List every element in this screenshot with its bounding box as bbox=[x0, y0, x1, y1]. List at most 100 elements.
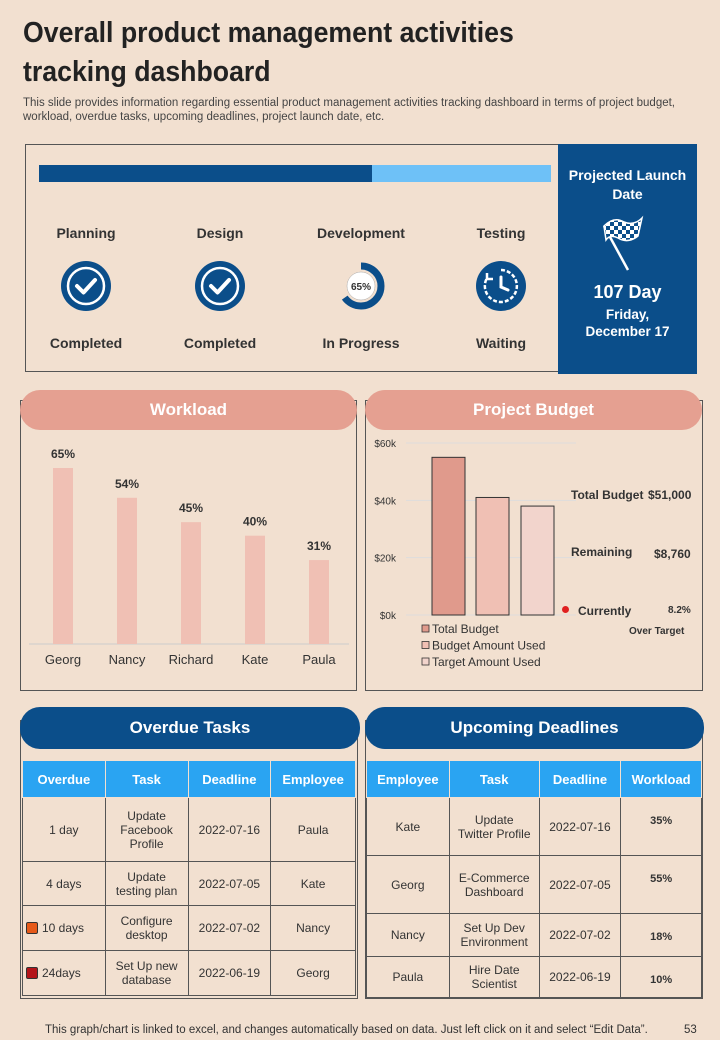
total-budget-label: Total Budget bbox=[571, 488, 644, 502]
budget-header: Project Budget bbox=[365, 390, 702, 430]
stage-name: Design bbox=[196, 225, 244, 241]
workload-bar bbox=[309, 560, 329, 644]
currently-label: Currently bbox=[578, 604, 632, 618]
budget-bar bbox=[520, 505, 555, 616]
workload-bar bbox=[53, 468, 73, 644]
progress-percent-label: 65% bbox=[351, 282, 371, 293]
workload-bar bbox=[181, 522, 201, 644]
table-cell-deadline: 2022-07-16 bbox=[187, 797, 272, 862]
table-row: Kate Update Twitter Profile 2022-07-16 35% bbox=[366, 797, 702, 856]
cell-text: 2022-07-02 bbox=[198, 921, 261, 935]
cell-text: Update Facebook Profile bbox=[120, 808, 173, 851]
stage-name: Development bbox=[317, 225, 405, 241]
workload-chart: 65% Georg 54% Nancy 45% Richard 40% Kate 31% Paul… bbox=[29, 447, 349, 667]
cell-text: Set Up new database bbox=[115, 959, 178, 987]
overall-progress-fill bbox=[39, 165, 372, 182]
launch-days: 107 Day bbox=[593, 282, 662, 302]
column-header: Deadline bbox=[538, 760, 622, 798]
clock-refresh-icon bbox=[476, 261, 526, 311]
cell-text: 2022-07-02 bbox=[549, 928, 611, 942]
stage-state: Waiting bbox=[475, 335, 527, 351]
deadlines-table: Employee Task Deadline Workload Kate Upda… bbox=[366, 760, 702, 998]
table-cell-task: Configure desktop bbox=[104, 905, 189, 951]
x-tick-label: Georg bbox=[45, 652, 81, 667]
cell-text: Kate bbox=[300, 876, 326, 891]
cell-text: 2022-06-19 bbox=[549, 970, 611, 984]
overdue-table: Overdue Task Deadline Employee 1 day Upda… bbox=[22, 760, 356, 996]
workload-header: Workload bbox=[20, 390, 357, 430]
table-row: 10 days Configure desktop 2022-07-02 Nancy bbox=[22, 905, 356, 951]
stage-name: Planning bbox=[56, 225, 116, 241]
cell-text: Hire Date Scientist bbox=[468, 963, 520, 991]
y-tick-label: $0k bbox=[380, 611, 397, 622]
table-row: 1 day Update Facebook Profile 2022-07-16 Pa… bbox=[22, 797, 356, 862]
table-row: Nancy Set Up Dev Environment 2022-07-02 18% bbox=[366, 913, 702, 957]
legend-label: Total Budget bbox=[432, 622, 499, 636]
table-cell-deadline: 2022-07-02 bbox=[187, 905, 272, 951]
overdue-header: Overdue Tasks bbox=[20, 707, 360, 749]
table-cell-employee: Paula bbox=[270, 797, 356, 862]
cell-text: 2022-07-16 bbox=[549, 819, 611, 834]
y-tick-label: $40k bbox=[374, 496, 397, 507]
cell-text: Paula bbox=[392, 970, 424, 984]
legend-swatch bbox=[421, 624, 430, 633]
cell-text: Georg bbox=[391, 877, 425, 892]
cell-text: 4 days bbox=[46, 876, 82, 891]
table-cell-employee: Kate bbox=[270, 861, 356, 906]
stage-name: Testing bbox=[476, 225, 526, 241]
table-cell-employee: Nancy bbox=[270, 905, 356, 951]
remaining-label: Remaining bbox=[571, 545, 633, 559]
footer-note: This graph/chart is linked to excel, and… bbox=[45, 1024, 648, 1036]
check-icon bbox=[61, 261, 111, 311]
table-row: 4 days Update testing plan 2022-07-05 Kate bbox=[22, 861, 356, 906]
cell-text: E-Commerce Dashboard bbox=[458, 870, 530, 899]
cell-text: Set Up Dev Environment bbox=[460, 921, 528, 949]
workload-bar bbox=[245, 535, 265, 644]
table-cell-workload: 35% bbox=[620, 797, 702, 856]
table-cell-deadline: 2022-07-02 bbox=[538, 913, 622, 957]
stage-state: In Progress bbox=[322, 335, 400, 351]
cell-text: Kate bbox=[395, 819, 421, 834]
launch-date: Friday, December 17 bbox=[585, 307, 670, 339]
bar-data-label: 31% bbox=[307, 539, 331, 553]
cell-text: 35% bbox=[650, 815, 673, 827]
table-cell-employee: Nancy bbox=[366, 913, 450, 957]
launch-title: Projected Launch Date bbox=[568, 167, 687, 202]
table-cell-task: Hire Date Scientist bbox=[448, 956, 540, 998]
cell-text: 10% bbox=[650, 974, 673, 986]
cell-text: 18% bbox=[650, 931, 673, 943]
column-header: Overdue bbox=[22, 760, 106, 798]
bar-data-label: 45% bbox=[179, 501, 203, 515]
cell-text: Paula bbox=[297, 822, 329, 837]
cell-text: Nancy bbox=[296, 921, 331, 935]
table-cell-employee: Georg bbox=[366, 855, 450, 914]
table-cell-workload: 55% bbox=[620, 855, 702, 914]
table-cell-deadline: 2022-06-19 bbox=[538, 956, 622, 998]
flag-icon bbox=[26, 922, 38, 934]
table-cell-overdue: 4 days bbox=[22, 861, 106, 906]
stage-design: Design Completed bbox=[160, 225, 280, 351]
table-cell-employee: Kate bbox=[366, 797, 450, 856]
table-row: Paula Hire Date Scientist 2022-06-19 10% bbox=[366, 956, 702, 998]
cell-text: Configure desktop bbox=[120, 914, 173, 942]
progress-ring-icon: 65% bbox=[336, 261, 386, 311]
column-header: Task bbox=[104, 760, 189, 798]
stage-state: Completed bbox=[49, 335, 123, 351]
table-cell-deadline: 2022-07-05 bbox=[187, 861, 272, 906]
table-cell-workload: 18% bbox=[620, 913, 702, 957]
cell-text: 55% bbox=[650, 873, 673, 885]
cell-text: 2022-07-16 bbox=[198, 822, 261, 837]
table-cell-overdue: 24days bbox=[22, 950, 106, 996]
cell-text: 2022-07-05 bbox=[198, 876, 261, 891]
column-header: Deadline bbox=[187, 760, 272, 798]
stage-development: Development 65% In Progress bbox=[301, 225, 421, 351]
column-header: Task bbox=[448, 760, 540, 798]
check-icon bbox=[195, 261, 245, 311]
table-row: 24days Set Up new database 2022-06-19 Georg bbox=[22, 950, 356, 996]
legend-label: Budget Amount Used bbox=[432, 639, 545, 653]
cell-text: 1 day bbox=[49, 822, 79, 837]
page-subtitle: This slide provides information regardin… bbox=[23, 97, 676, 123]
table-cell-overdue: 1 day bbox=[22, 797, 106, 862]
table-cell-task: Update testing plan bbox=[104, 861, 189, 906]
x-tick-label: Nancy bbox=[109, 652, 146, 667]
